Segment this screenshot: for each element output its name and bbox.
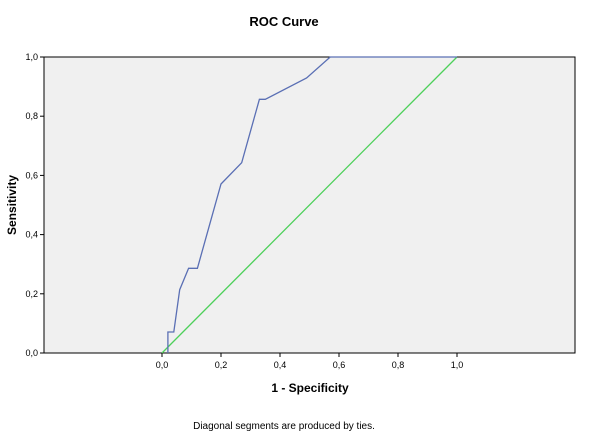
tick-layer: 0,0 0,2 0,4 0,6 0,8 1,0 0,0 0,2 0,4 0,6 0,8 1,0 — [25, 52, 463, 370]
y-tick-label: 0,2 — [25, 289, 38, 299]
x-tick-label: 0,2 — [215, 360, 228, 370]
series-layer — [161, 56, 458, 354]
y-tick-label: 0,6 — [25, 170, 38, 180]
y-axis-title: Sensitivity — [5, 175, 19, 235]
y-tick-label: 1,0 — [25, 52, 38, 62]
x-tick-label: 1,0 — [451, 360, 464, 370]
y-tick-label: 0,0 — [25, 348, 38, 358]
x-tick-label: 0,8 — [392, 360, 405, 370]
y-tick-label: 0,4 — [25, 230, 38, 240]
chart-title: ROC Curve — [249, 14, 318, 29]
y-tick-label: 0,8 — [25, 111, 38, 121]
reference-diagonal-line — [161, 56, 458, 354]
x-tick-label: 0,6 — [333, 360, 346, 370]
x-tick-label: 0,4 — [274, 360, 287, 370]
footnote: Diagonal segments are produced by ties. — [193, 421, 375, 432]
x-tick-label: 0,0 — [156, 360, 169, 370]
roc-curve-line — [167, 56, 457, 353]
x-axis-title: 1 - Specificity — [271, 381, 349, 395]
